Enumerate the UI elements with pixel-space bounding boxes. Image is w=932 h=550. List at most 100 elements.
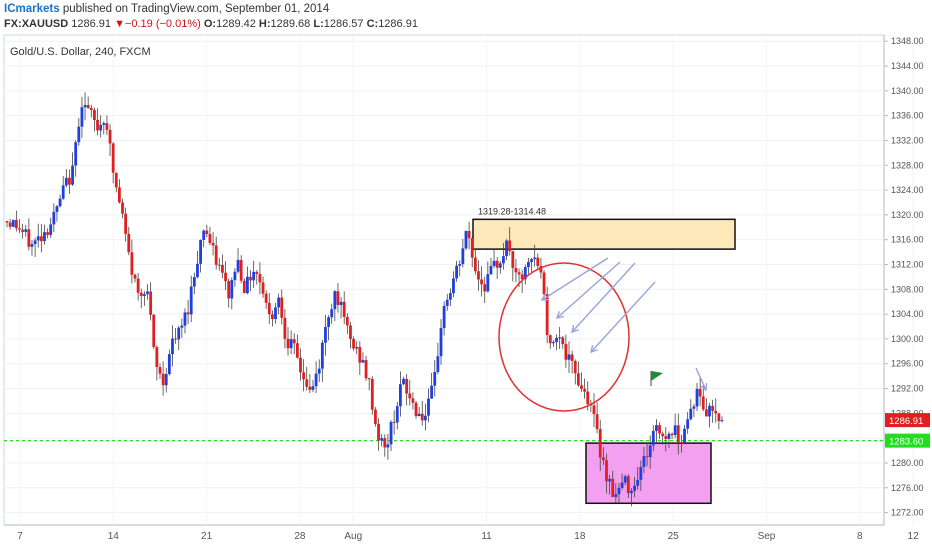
y-tick-label: 1300.00 [891,334,924,344]
candle-down [27,229,31,247]
candle-up [655,425,658,431]
candle-down [14,219,18,229]
y-tick-label: 1336.00 [891,111,924,121]
candle-down [267,302,271,315]
candle-up [289,339,293,349]
candle-down [676,425,680,443]
arrow-head-icon [590,345,598,354]
candle-down [570,354,574,361]
candle-up [24,229,28,232]
candle-down [545,294,549,336]
demand-zone [585,442,712,505]
candle-up [642,456,646,467]
candle-down [548,335,552,344]
candle-down [211,242,215,246]
y-tick-label: 1276.00 [891,483,924,493]
chart-frame [3,34,885,526]
candle-down [174,338,178,340]
high-value: 1289.68 [270,18,311,30]
candle-up [427,398,430,416]
candle-up [55,206,59,212]
candle-down [121,202,124,214]
arrow-line [590,281,656,353]
candle-down [205,230,209,235]
candle-up [320,342,324,369]
candle-up [327,317,330,327]
candle-down [93,109,96,120]
candle-up [339,301,343,305]
y-tick-label: 1324.00 [891,185,924,195]
candle-up [236,259,240,272]
symbol-quote-bar: FX:XAUUSD 1286.91 ▼−0.19 (−0.01%) O:1289… [4,18,418,30]
candle-up [636,479,640,486]
candle-up [620,482,624,488]
candle-up [277,297,281,308]
candle-up [436,356,440,372]
candle-down [336,291,340,305]
close-value: 1286.91 [378,18,418,30]
candle-down [576,373,580,386]
x-tick-label: 8 [857,531,863,542]
candle-down [280,297,284,318]
candle-down [383,438,387,448]
candle-up [330,309,334,318]
brand-name[interactable]: ICmarkets [4,3,60,15]
candle-up [461,248,465,265]
x-tick-label: 28 [294,531,306,542]
candle-down [186,312,190,315]
candle-up [189,286,193,315]
candle-down [249,276,252,281]
candle-up [333,291,337,310]
candle-down [508,240,512,252]
candle-down [564,344,568,360]
candle-up [430,385,434,399]
candle-down [158,367,162,374]
candle-up [164,374,168,386]
publish-header: ICmarkets published on TradingView.com, … [4,3,329,15]
zones: 1319.28-1314.48 [4,206,884,505]
candle-down [711,405,715,411]
candle-up [527,261,530,268]
candle-up [639,466,643,480]
chart-title: Gold/U.S. Dollar, 240, FXCM [10,46,151,58]
candle-down [601,457,605,461]
arrow-head-icon [571,325,579,334]
candle-up [445,299,449,306]
candle-down [704,409,708,417]
candle-down [358,347,362,363]
candle-up [146,291,149,295]
arrow-line [571,262,636,333]
candle-up [442,305,446,328]
candle-down [255,271,259,274]
candle-up [633,485,636,491]
symbol-name[interactable]: FX:XAUUSD [4,18,69,30]
candle-down [536,257,540,266]
candle-up [30,244,34,247]
candle-down [133,274,137,279]
candle-up [355,347,359,349]
candles[interactable] [5,92,724,507]
candle-up [623,476,627,483]
candle-down [658,425,661,434]
candle-down [352,338,355,349]
candle-up [551,342,555,344]
price-axis[interactable]: 1348.00 1344.00 1340.00 1336.00 1332.00 1328.… [884,36,930,518]
candle-down [21,229,25,232]
candle-up [386,444,390,448]
low-label: L: [313,18,324,30]
candle-up [423,415,427,421]
y-tick-label: 1316.00 [891,235,924,245]
candle-down [208,234,212,243]
candle-up [180,325,184,328]
candle-up [505,240,508,257]
candle-up [183,312,187,326]
candle-up [43,232,46,242]
time-axis[interactable]: 7 14 21 28 Aug 11 18 25 Sep 8 12 [17,531,919,542]
flag-icon [651,371,663,381]
x-tick-label: 11 [481,531,492,542]
candle-up [523,267,527,280]
candle-down [217,264,221,266]
candle-up [567,354,571,360]
candle-down [714,410,718,414]
